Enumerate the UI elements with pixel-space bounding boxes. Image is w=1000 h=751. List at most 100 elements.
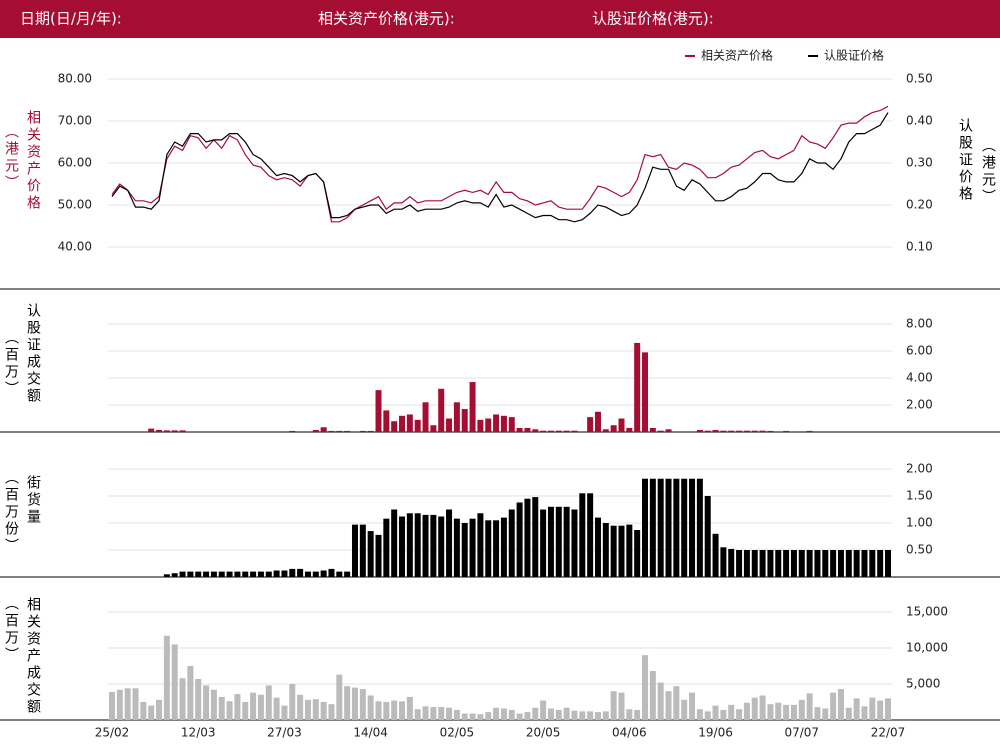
bar <box>148 428 155 432</box>
bar <box>328 568 335 577</box>
y-tick-label: 8.00 <box>906 317 933 331</box>
y-tick-label: 15,000 <box>906 605 948 619</box>
y2-axis-label: 认股证价格 <box>957 118 973 203</box>
bar <box>116 689 123 720</box>
bar <box>391 700 398 720</box>
bar <box>344 430 351 432</box>
bar <box>250 692 257 720</box>
y-axis-label: 相关资产价格 <box>25 110 41 212</box>
bar <box>516 502 523 577</box>
bar <box>367 695 374 720</box>
bar <box>289 430 296 432</box>
bar <box>665 429 672 432</box>
bar <box>430 707 437 720</box>
x-tick-label: 07/07 <box>784 726 819 740</box>
bar <box>399 701 406 720</box>
bar <box>156 699 163 720</box>
bar <box>822 550 829 577</box>
bar <box>602 711 609 720</box>
x-tick-label: 27/03 <box>267 726 302 740</box>
bar <box>399 516 406 577</box>
bar <box>681 478 688 577</box>
bar <box>312 571 319 577</box>
bar <box>171 430 178 432</box>
bar <box>689 692 696 720</box>
bar <box>594 712 601 720</box>
bar <box>375 701 382 720</box>
bar <box>297 694 304 720</box>
legend-label: 相关资产价格 <box>701 48 773 63</box>
bar <box>806 430 813 432</box>
bar <box>281 705 288 720</box>
bar <box>257 694 264 720</box>
bar <box>187 666 194 720</box>
bar <box>289 684 296 720</box>
bar <box>453 402 460 432</box>
bar <box>383 518 390 577</box>
bar <box>555 709 562 720</box>
bar <box>524 427 531 432</box>
y-axis-unit: （百万） <box>3 330 19 398</box>
bar <box>634 709 641 720</box>
bar <box>344 571 351 577</box>
bar <box>587 417 594 432</box>
bar <box>736 550 743 577</box>
bar <box>689 478 696 577</box>
bar <box>430 514 437 577</box>
bar <box>406 696 413 720</box>
bar <box>344 686 351 720</box>
bar <box>657 682 664 720</box>
y-tick-label: 0.50 <box>906 543 933 557</box>
bar <box>226 701 233 720</box>
bar <box>830 550 837 577</box>
bar <box>704 430 711 432</box>
bar <box>328 430 335 432</box>
bar <box>226 571 233 577</box>
bar <box>563 707 570 720</box>
bar <box>649 478 656 577</box>
bar <box>383 702 390 720</box>
bar <box>790 704 797 720</box>
bar <box>109 691 115 720</box>
bar <box>367 430 374 432</box>
bar <box>704 496 711 577</box>
y-axis-label: 相关资产成交额 <box>25 597 41 716</box>
bar <box>814 550 821 577</box>
bar <box>845 707 852 720</box>
bar <box>720 709 727 720</box>
bar <box>406 513 413 577</box>
bar <box>759 550 766 577</box>
x-tick-label: 14/04 <box>353 726 388 740</box>
bar <box>767 430 774 432</box>
bar <box>422 706 429 720</box>
bar <box>438 707 445 720</box>
bar <box>704 711 711 720</box>
bar <box>273 570 280 577</box>
bar <box>845 550 852 577</box>
bar <box>642 478 649 577</box>
bar <box>571 509 578 577</box>
bar <box>775 550 782 577</box>
y-tick-label: 10,000 <box>906 641 948 655</box>
bar <box>336 571 343 577</box>
bar <box>524 712 531 720</box>
y-axis-unit: （百万） <box>3 596 19 664</box>
bar <box>469 518 476 577</box>
bar <box>430 425 437 432</box>
bar <box>594 517 601 577</box>
y-tick-label: 40.00 <box>58 240 92 254</box>
bar <box>422 514 429 577</box>
bar <box>414 709 421 720</box>
bar <box>477 513 484 577</box>
bar <box>743 702 750 720</box>
y2-tick-label: 0.50 <box>906 72 933 86</box>
y-tick-label: 1.50 <box>906 489 933 503</box>
bar <box>767 704 774 720</box>
bar <box>257 571 264 577</box>
bar <box>673 478 680 577</box>
bar <box>806 693 813 720</box>
bar <box>712 705 719 720</box>
bar <box>563 430 570 432</box>
bar <box>806 550 813 577</box>
bar <box>210 689 217 720</box>
